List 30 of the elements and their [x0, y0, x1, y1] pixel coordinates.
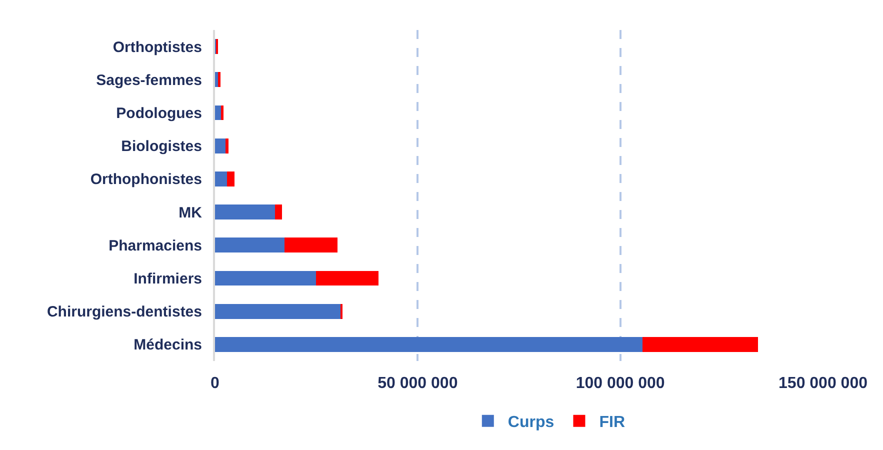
bar: [226, 138, 228, 154]
y-tick-label: Orthophonistes: [90, 171, 202, 188]
y-tick-label: Pharmaciens: [108, 237, 202, 254]
y-tick-label: MK: [178, 204, 202, 222]
x-tick-label: 150 000 000: [778, 375, 868, 392]
legend-label: FIR: [599, 414, 626, 432]
bar: [316, 270, 378, 286]
bar: [221, 105, 224, 120]
bar: [642, 337, 758, 352]
y-tick-label: Sages-femmes: [96, 72, 202, 89]
y-tick-label: Orthoptistes: [112, 38, 202, 56]
legend-label: Curps: [508, 414, 554, 432]
bar: [215, 304, 340, 319]
bar: [226, 172, 234, 186]
bar: [215, 204, 275, 220]
y-tick-label: Infirmiers: [134, 270, 202, 288]
bar: [215, 270, 316, 286]
y-tick-label: Podologues: [116, 105, 202, 122]
y-tick-label: Médecins: [134, 336, 202, 354]
x-tick-label: 100 000 000: [576, 375, 665, 392]
bar: [215, 238, 285, 253]
y-tick-label: Chirurgiens-dentistes: [46, 304, 202, 321]
bar: [215, 138, 226, 154]
bar: [215, 337, 643, 352]
y-tick-label: Biologistes: [121, 138, 202, 156]
x-tick-label: 50 000 000: [378, 375, 458, 392]
bar: [284, 238, 338, 253]
bar: [215, 172, 227, 186]
bar: [274, 204, 282, 220]
x-tick-label: 0: [210, 375, 220, 392]
